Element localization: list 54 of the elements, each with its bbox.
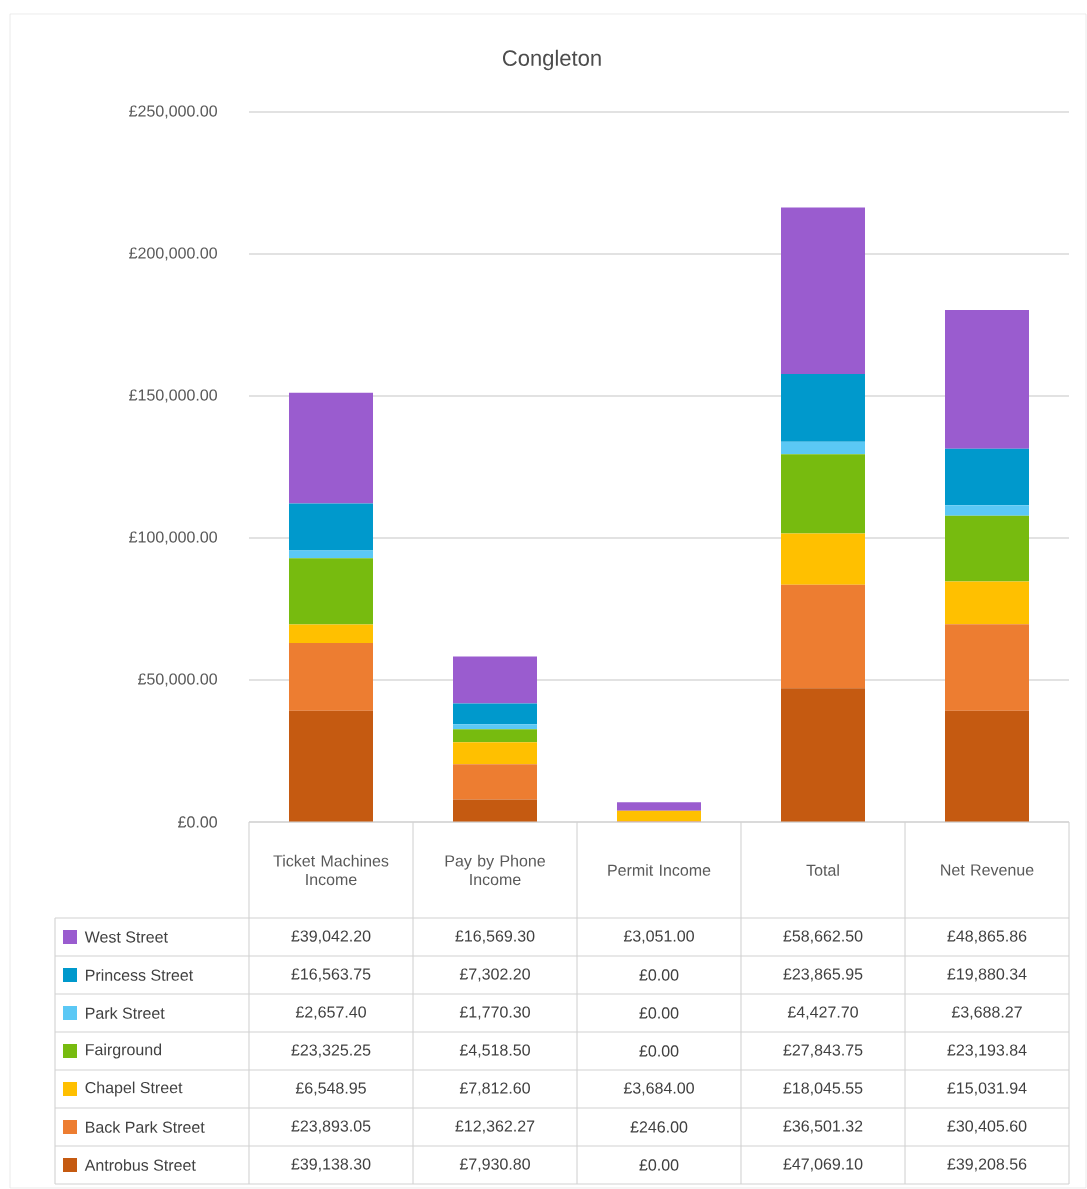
y-tick-label: £0.00 — [178, 816, 217, 828]
legend-label: Park Street — [86, 1007, 165, 1019]
legend-label: Back Park Street — [86, 1121, 205, 1133]
y-tick-label: £50,000.00 — [138, 673, 217, 687]
x-tick-label: Pay by Phone Income — [445, 854, 545, 886]
legend-label: Chapel Street — [85, 1081, 183, 1097]
y-tick-label: £250,000.00 — [129, 105, 217, 119]
data-label: £0.00 — [639, 1007, 679, 1019]
legend-label: West Street — [84, 931, 168, 943]
data-label: £3,684.00 — [623, 1082, 694, 1096]
data-label: £16,569.30 — [455, 930, 535, 944]
y-tick-label: £150,000.00 — [129, 389, 217, 403]
data-label: £7,930.80 — [459, 1158, 530, 1172]
data-label: £39,208.56 — [947, 1158, 1027, 1172]
x-tick-label: Ticket Machines Income — [273, 854, 389, 886]
data-label: £6,548.95 — [295, 1082, 366, 1096]
data-label: £18,045.55 — [783, 1082, 863, 1096]
data-label: £23,893.05 — [291, 1120, 371, 1134]
data-label: £23,865.95 — [783, 968, 863, 982]
x-tick-label: Net Revenue — [941, 864, 1034, 876]
chart-title: Congleton — [502, 49, 601, 71]
data-label: £3,051.00 — [623, 930, 694, 944]
data-label: £47,069.10 — [783, 1158, 863, 1172]
data-label: £0.00 — [639, 1159, 679, 1171]
data-label: £0.00 — [639, 1045, 679, 1057]
data-label: £36,501.32 — [783, 1120, 863, 1134]
data-label: £23,325.25 — [291, 1044, 371, 1058]
data-label: £23,193.84 — [947, 1044, 1027, 1058]
data-label: £7,812.60 — [459, 1082, 530, 1096]
data-label: £1,770.30 — [459, 1006, 530, 1020]
data-label: £246.00 — [630, 1121, 688, 1133]
data-label: £4,518.50 — [459, 1044, 530, 1058]
data-label: £58,662.50 — [783, 930, 863, 944]
data-label: £3,688.27 — [951, 1006, 1022, 1020]
data-label: £4,427.70 — [787, 1006, 858, 1020]
x-tick-label: Total — [806, 864, 839, 876]
data-label: £19,880.34 — [947, 968, 1027, 982]
data-label: £27,843.75 — [783, 1044, 863, 1058]
data-label: £48,865.86 — [947, 930, 1027, 944]
y-tick-label: £100,000.00 — [129, 531, 217, 545]
legend-label: Princess Street — [86, 969, 194, 981]
data-label: £30,405.60 — [947, 1120, 1027, 1134]
data-label: £12,362.27 — [455, 1120, 535, 1134]
x-tick-label: Permit Income — [608, 864, 711, 876]
data-label: £2,657.40 — [295, 1006, 366, 1020]
data-label: £7,302.20 — [459, 968, 530, 982]
y-tick-label: £200,000.00 — [129, 247, 217, 261]
legend-label: Antrobus Street — [84, 1159, 196, 1171]
legend-label: Fairground — [86, 1043, 162, 1059]
data-label: £39,042.20 — [291, 930, 371, 944]
data-label: £15,031.94 — [947, 1082, 1027, 1096]
data-label: £16,563.75 — [291, 968, 371, 982]
data-label: £0.00 — [639, 969, 679, 981]
data-label: £39,138.30 — [291, 1158, 371, 1172]
